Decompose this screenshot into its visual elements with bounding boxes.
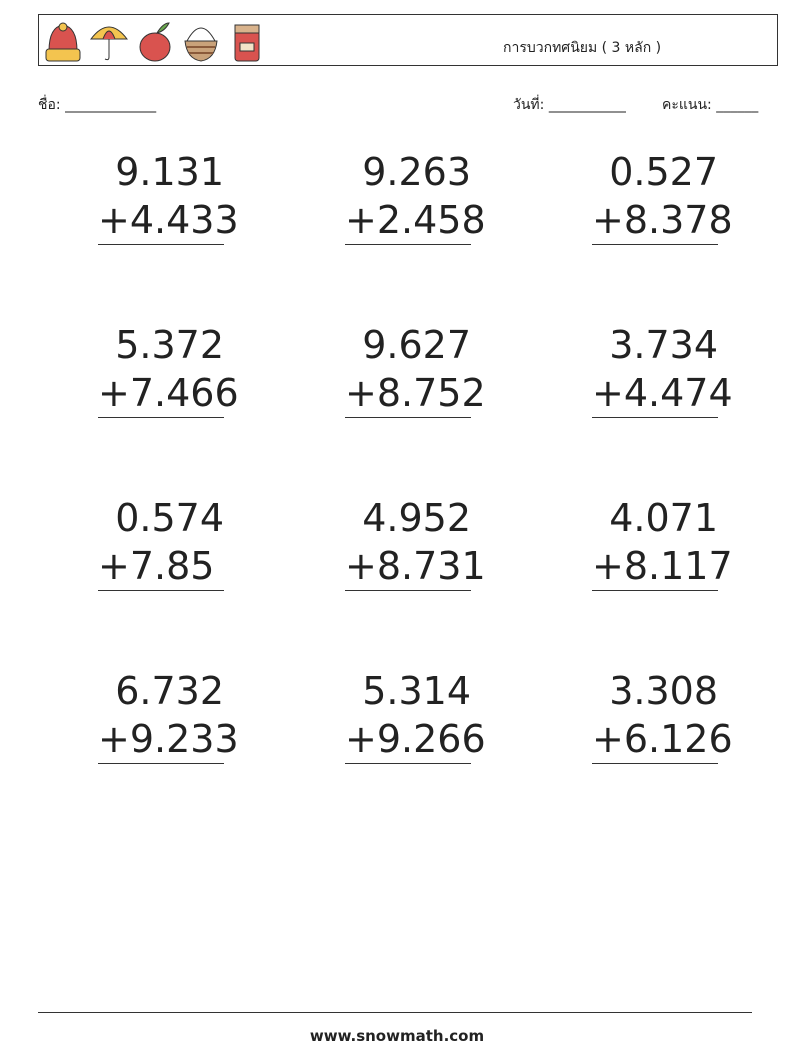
apple-icon <box>139 22 171 62</box>
first-addend: 3.734 <box>609 323 718 367</box>
first-addend: 4.071 <box>609 496 718 540</box>
addition-problem: 3.308 +6.126 <box>592 667 733 764</box>
second-addend: +2.458 <box>345 196 486 245</box>
addition-problem: 4.071 +8.117 <box>592 494 733 591</box>
addition-problem: 9.131 +4.433 <box>98 148 239 245</box>
first-addend: 0.527 <box>609 150 718 194</box>
first-addend: 6.732 <box>115 669 224 713</box>
umbrella-icon <box>89 26 129 61</box>
first-addend: 5.314 <box>362 669 471 713</box>
first-addend: 0.574 <box>115 496 224 540</box>
footer-divider <box>38 1012 752 1013</box>
second-addend: +8.378 <box>592 196 733 245</box>
first-addend: 9.627 <box>362 323 471 367</box>
second-addend: +9.266 <box>345 715 486 764</box>
basket-icon <box>184 27 218 62</box>
second-addend: +9.233 <box>98 715 239 764</box>
winter-hat-icon <box>45 22 81 62</box>
second-addend: +8.731 <box>345 542 486 591</box>
date-field: วันที่: ___________ <box>513 97 626 113</box>
footer-url: www.snowmath.com <box>309 1027 485 1045</box>
addition-problem: 0.574 +7.85 <box>98 494 224 591</box>
first-addend: 5.372 <box>115 323 224 367</box>
second-addend: +7.85 <box>98 542 224 591</box>
first-addend: 9.131 <box>115 150 224 194</box>
worksheet-header: การบวกทศนิยม ( 3 หลัก ) <box>38 14 778 66</box>
addition-problem: 9.263 +2.458 <box>345 148 486 245</box>
second-addend: +6.126 <box>592 715 733 764</box>
second-addend: +8.752 <box>345 369 486 418</box>
addition-problem: 5.314 +9.266 <box>345 667 486 764</box>
first-addend: 9.263 <box>362 150 471 194</box>
addition-problem: 3.734 +4.474 <box>592 321 733 418</box>
second-addend: +8.117 <box>592 542 733 591</box>
addition-problem: 5.372 +7.466 <box>98 321 239 418</box>
first-addend: 3.308 <box>609 669 718 713</box>
jam-jar-icon <box>234 24 260 62</box>
worksheet-title: การบวกทศนิยม ( 3 หลัก ) <box>503 40 662 56</box>
second-addend: +7.466 <box>98 369 239 418</box>
first-addend: 4.952 <box>362 496 471 540</box>
score-field: คะแนน: ______ <box>662 97 759 113</box>
name-field: ชื่อ: _____________ <box>38 97 157 113</box>
second-addend: +4.433 <box>98 196 239 245</box>
addition-problem: 6.732 +9.233 <box>98 667 239 764</box>
second-addend: +4.474 <box>592 369 733 418</box>
addition-problem: 4.952 +8.731 <box>345 494 486 591</box>
addition-problem: 0.527 +8.378 <box>592 148 733 245</box>
addition-problem: 9.627 +8.752 <box>345 321 486 418</box>
